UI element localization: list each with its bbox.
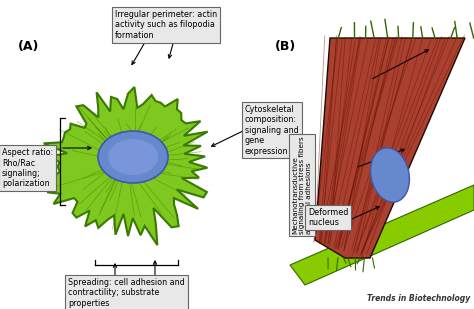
Text: Mechanotransductive
signaling from stress fibers
and focal adhesions: Mechanotransductive signaling from stres… [292, 136, 312, 234]
Text: Aspect ratio:
Rho/Rac
signaling;
polarization: Aspect ratio: Rho/Rac signaling; polariz… [2, 148, 53, 188]
Ellipse shape [98, 131, 168, 183]
Text: (B): (B) [275, 40, 296, 53]
Text: Cytoskeletal
composition:
signaling and
gene
expression: Cytoskeletal composition: signaling and … [245, 105, 299, 156]
Text: (A): (A) [18, 40, 39, 53]
Text: Spreading: cell adhesion and
contractility; substrate
properties: Spreading: cell adhesion and contractili… [68, 278, 185, 308]
Polygon shape [315, 38, 465, 258]
Ellipse shape [108, 139, 158, 175]
Text: Irregular perimeter: actin
activity such as filopodia
formation: Irregular perimeter: actin activity such… [115, 10, 217, 40]
Polygon shape [290, 185, 474, 285]
Ellipse shape [371, 148, 410, 202]
Text: Deformed
nucleus: Deformed nucleus [308, 208, 348, 227]
Polygon shape [44, 87, 208, 245]
Text: Trends in Biotechnology: Trends in Biotechnology [367, 294, 470, 303]
